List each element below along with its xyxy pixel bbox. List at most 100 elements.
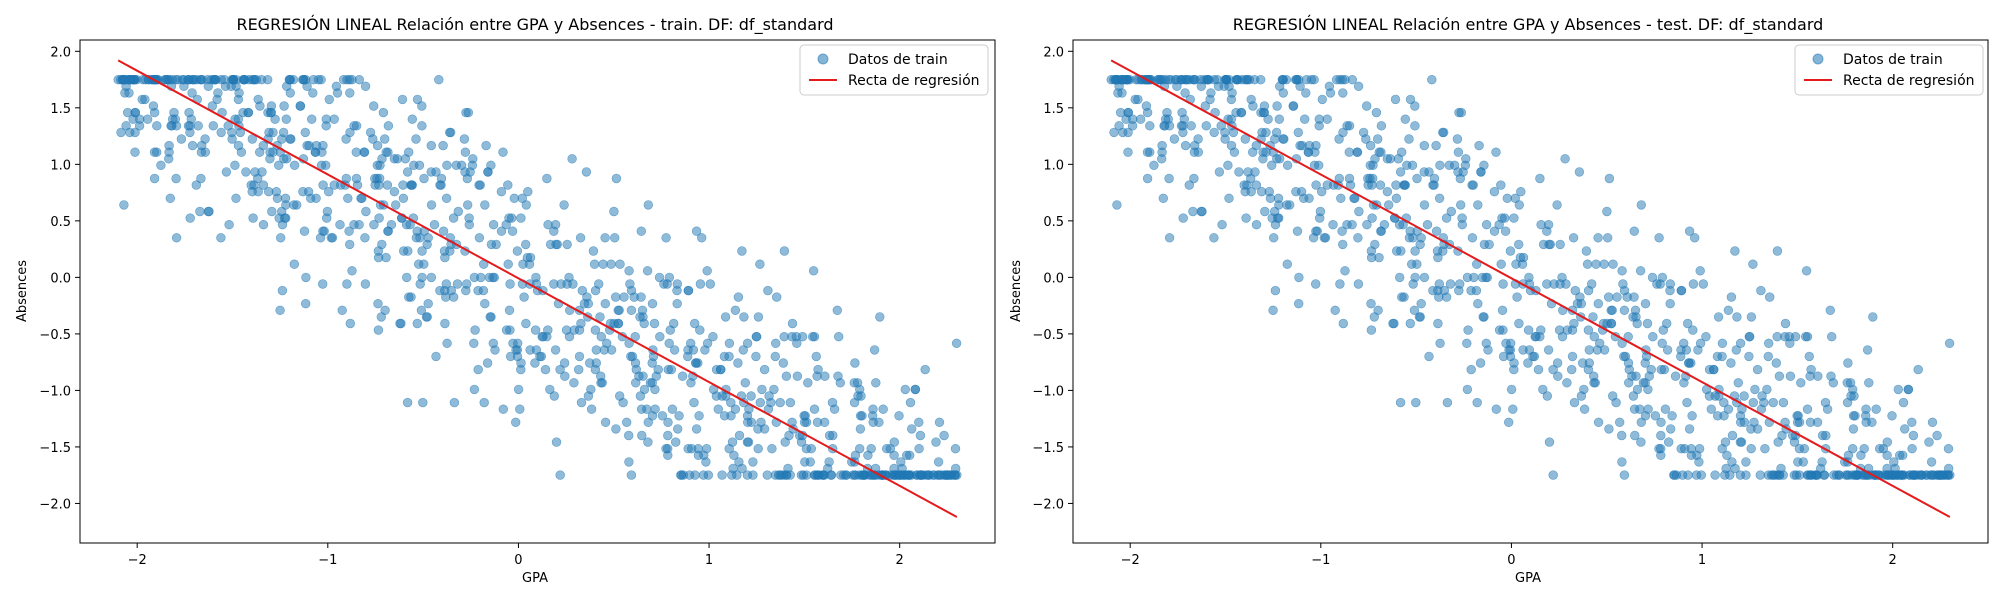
scatter-point	[1452, 134, 1463, 144]
scatter-point	[1744, 351, 1754, 362]
scatter-point	[417, 272, 427, 283]
scatter-point	[1412, 173, 1422, 184]
scatter-point	[729, 450, 739, 460]
scatter-point	[1200, 101, 1211, 111]
scatter-point	[727, 437, 738, 447]
scatter-point	[1524, 272, 1534, 283]
scatter-point	[203, 81, 214, 92]
scatter-point	[770, 338, 781, 348]
scatter-point	[1602, 206, 1612, 217]
scatter-point	[1593, 233, 1603, 243]
scatter-point	[1535, 173, 1545, 184]
scatter-point	[1494, 325, 1505, 335]
scatter-point	[1405, 318, 1416, 329]
scatter-point	[407, 114, 417, 124]
scatter-point	[516, 213, 526, 223]
scatter-point	[708, 332, 718, 342]
scatter-point	[857, 411, 867, 421]
scatter-point	[255, 101, 265, 111]
scatter-point	[1731, 345, 1742, 355]
scatter-point	[285, 88, 295, 98]
scatter-point	[1820, 397, 1831, 408]
scatter-point	[402, 167, 413, 177]
scatter-point	[1937, 470, 1948, 480]
y-tick-label: −0.5	[1032, 328, 1064, 343]
scatter-point	[672, 285, 682, 296]
scatter-point	[700, 345, 710, 355]
scatter-point	[1907, 444, 1917, 454]
scatter-point	[1366, 299, 1376, 309]
scatter-point	[1514, 318, 1524, 329]
scatter-point	[382, 180, 393, 190]
scatter-point	[1635, 266, 1646, 276]
scatter-point	[475, 180, 485, 190]
scatter-point	[464, 213, 474, 223]
x-tick-label: 1	[1698, 553, 1706, 568]
scatter-point	[183, 74, 193, 85]
scatter-point	[855, 424, 866, 434]
scatter-point	[896, 457, 906, 467]
scatter-point	[1322, 180, 1333, 190]
scatter-point	[1893, 384, 1904, 395]
scatter-point	[1710, 391, 1720, 401]
scatter-point	[1336, 193, 1346, 204]
scatter-point	[1240, 134, 1251, 144]
scatter-point	[193, 121, 203, 131]
scatter-point	[693, 450, 704, 460]
scatter-point	[356, 193, 366, 204]
scatter-point	[797, 332, 808, 342]
scatter-point	[637, 430, 647, 441]
scatter-point	[1156, 154, 1167, 164]
legend-label-points: Datos de train	[848, 52, 948, 68]
scatter-point	[569, 378, 579, 388]
scatter-point	[649, 318, 660, 329]
scatter-point	[1338, 88, 1348, 98]
scatter-point	[520, 239, 531, 250]
scatter-point	[1850, 411, 1860, 421]
scatter-point	[397, 94, 408, 105]
scatter-point	[167, 74, 178, 85]
scatter-point	[1821, 430, 1831, 441]
scatter-point	[1328, 220, 1338, 230]
scatter-point	[1813, 371, 1823, 381]
scatter-point	[914, 444, 924, 454]
scatter-point	[1114, 121, 1124, 131]
scatter-point	[1415, 312, 1426, 322]
scatter-point	[693, 358, 703, 368]
scatter-point	[1196, 206, 1207, 217]
scatter-point	[1431, 226, 1442, 236]
scatter-point	[1650, 411, 1661, 421]
scatter-point	[1826, 332, 1837, 342]
scatter-point	[1272, 213, 1283, 223]
scatter-point	[611, 173, 622, 184]
scatter-point	[1502, 193, 1513, 204]
scatter-point	[1142, 147, 1153, 157]
scatter-point	[901, 450, 912, 460]
scatter-point	[1474, 140, 1484, 151]
scatter-point	[1391, 180, 1401, 190]
x-tick-label: 2	[1889, 553, 1897, 568]
scatter-point	[663, 430, 673, 441]
scatter-point	[1720, 437, 1731, 447]
scatter-point	[624, 457, 634, 467]
scatter-point	[1506, 384, 1517, 395]
scatter-point	[315, 233, 326, 243]
y-axis-ticks: 2.0 1.5 1.0 0.5 0.0 −0.5 −1.0 −1.5 −2.0	[1032, 45, 1073, 512]
scatter-point	[1602, 318, 1612, 329]
scatter-point	[1544, 239, 1554, 250]
scatter-point	[588, 246, 599, 256]
scatter-point	[1932, 430, 1942, 441]
scatter-point	[1908, 430, 1919, 441]
scatter-point	[694, 411, 704, 421]
scatter-point	[1404, 134, 1414, 144]
chart-title: REGRESIÓN LINEAL Relación entre GPA y Ab…	[1233, 15, 1824, 35]
subplot-train: REGRESIÓN LINEAL Relación entre GPA y Ab…	[15, 15, 996, 586]
scatter-point	[1790, 332, 1801, 342]
scatter-point	[1665, 299, 1675, 309]
scatter-point	[1733, 378, 1744, 388]
scatter-point	[351, 173, 362, 184]
scatter-point	[1583, 364, 1594, 375]
scatter-point	[827, 397, 838, 408]
scatter-point	[1723, 404, 1734, 414]
scatter-point	[289, 160, 300, 171]
